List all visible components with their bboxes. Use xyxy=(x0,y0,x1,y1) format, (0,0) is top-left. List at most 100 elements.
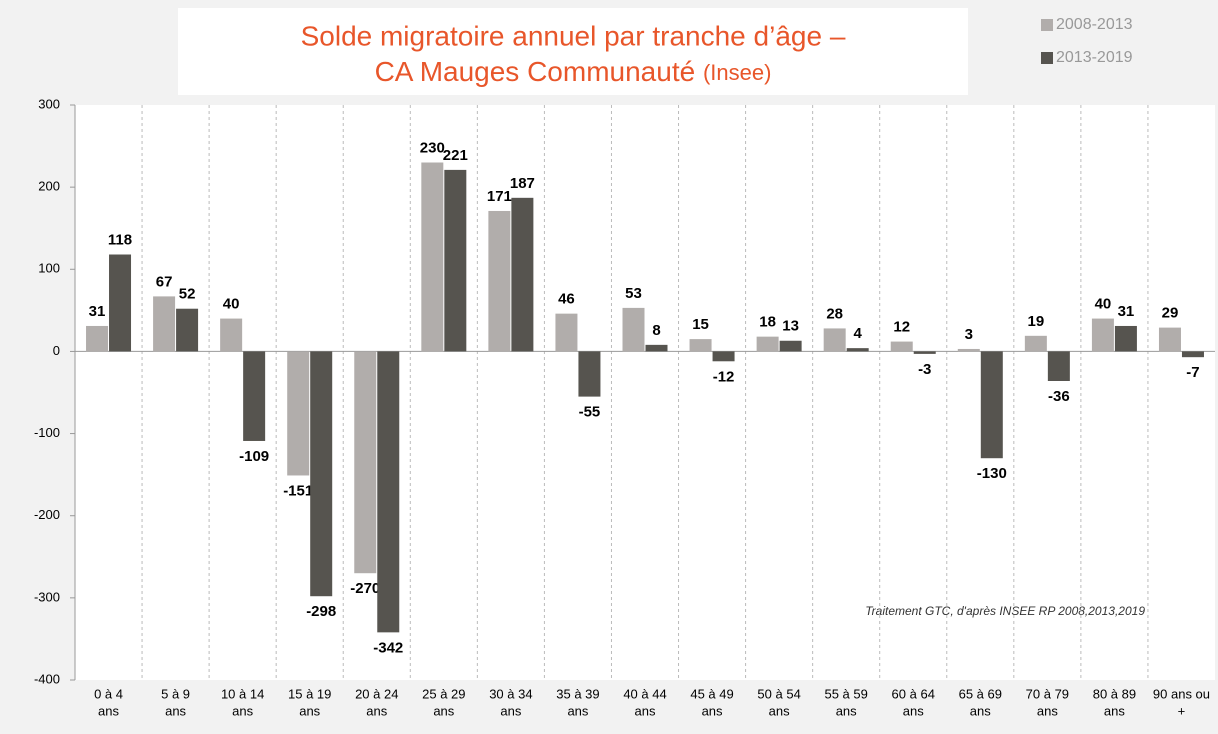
x-tick-label: 25 à 29 xyxy=(422,686,465,701)
x-tick-label: 35 à 39 xyxy=(556,686,599,701)
x-tick-label: ans xyxy=(232,703,253,718)
bar xyxy=(823,328,846,352)
bar xyxy=(176,308,199,352)
y-tick-label: 0 xyxy=(53,343,60,358)
data-label: 40 xyxy=(223,296,240,313)
x-tick-label: ans xyxy=(635,703,656,718)
x-tick-label: ans xyxy=(98,703,119,718)
data-label: 28 xyxy=(826,305,843,322)
bar xyxy=(243,351,266,441)
bar xyxy=(444,169,467,352)
x-tick-label: ans xyxy=(366,703,387,718)
bar xyxy=(1091,318,1114,352)
data-label: 8 xyxy=(652,322,660,339)
bar xyxy=(377,351,400,633)
bar xyxy=(555,313,578,352)
data-label: -12 xyxy=(713,368,735,385)
x-tick-label: 20 à 24 xyxy=(355,686,398,701)
data-label: -55 xyxy=(579,404,601,421)
bar xyxy=(1024,335,1047,352)
data-label: 53 xyxy=(625,285,642,302)
bar xyxy=(712,351,735,362)
x-tick-label: ans xyxy=(903,703,924,718)
x-tick-label: ans xyxy=(836,703,857,718)
legend-label: 2008-2013 xyxy=(1056,16,1133,33)
chart-title: CA Mauges Communauté xyxy=(375,56,696,87)
x-tick-label: ans xyxy=(433,703,454,718)
data-label: 40 xyxy=(1095,296,1112,313)
y-tick-label: -200 xyxy=(34,507,60,522)
data-label: 230 xyxy=(420,139,445,156)
x-tick-label: 30 à 34 xyxy=(489,686,532,701)
x-tick-label: ans xyxy=(299,703,320,718)
bar xyxy=(153,296,176,352)
data-label: -151 xyxy=(283,482,313,499)
bar xyxy=(109,254,132,352)
bar xyxy=(645,344,668,352)
bar xyxy=(980,351,1003,459)
x-tick-label: ans xyxy=(500,703,521,718)
x-tick-label: 80 à 89 xyxy=(1093,686,1136,701)
bar xyxy=(354,351,377,574)
x-tick-label: ans xyxy=(769,703,790,718)
data-label: -270 xyxy=(350,580,380,597)
x-tick-label: 60 à 64 xyxy=(892,686,935,701)
data-label: 187 xyxy=(510,175,535,192)
x-tick-label: 70 à 79 xyxy=(1026,686,1069,701)
data-label: 13 xyxy=(782,318,799,335)
data-label: 19 xyxy=(1028,313,1045,330)
y-tick-label: 100 xyxy=(38,261,60,276)
data-label: 67 xyxy=(156,273,173,290)
data-label: -7 xyxy=(1186,364,1199,381)
chart-title: Solde migratoire annuel par tranche d’âg… xyxy=(301,20,846,51)
x-tick-label: 5 à 9 xyxy=(161,686,190,701)
data-label: 171 xyxy=(487,188,512,205)
y-tick-label: -400 xyxy=(34,671,60,686)
bar xyxy=(846,348,869,352)
x-tick-label: 40 à 44 xyxy=(623,686,666,701)
x-tick-label: 50 à 54 xyxy=(757,686,800,701)
bar xyxy=(287,351,310,476)
x-tick-label: 45 à 49 xyxy=(690,686,733,701)
x-tick-label: ans xyxy=(970,703,991,718)
x-tick-label: ans xyxy=(165,703,186,718)
x-tick-label: 10 à 14 xyxy=(221,686,264,701)
data-label: 118 xyxy=(108,231,132,248)
data-label: 31 xyxy=(89,303,106,320)
data-label: 46 xyxy=(558,291,575,308)
bar xyxy=(689,339,712,352)
data-label: 15 xyxy=(692,316,709,333)
bar xyxy=(421,162,444,352)
title-box xyxy=(178,8,968,95)
y-tick-label: -300 xyxy=(34,589,60,604)
data-label: 221 xyxy=(443,147,468,164)
data-label: 52 xyxy=(179,286,196,303)
bar xyxy=(220,318,243,352)
bar xyxy=(488,210,511,352)
x-tick-label: 90 ans ou xyxy=(1153,686,1210,701)
y-tick-label: 300 xyxy=(38,96,60,111)
bar xyxy=(890,341,913,352)
bar xyxy=(86,325,109,352)
data-label: -36 xyxy=(1048,388,1070,405)
bar xyxy=(578,351,601,397)
x-tick-label: 15 à 19 xyxy=(288,686,331,701)
bar xyxy=(1158,327,1181,352)
x-tick-label: + xyxy=(1178,703,1186,718)
data-label: 4 xyxy=(854,325,863,342)
data-label: 3 xyxy=(965,326,973,343)
x-tick-label: 0 à 4 xyxy=(94,686,123,701)
bar xyxy=(913,351,936,354)
bar xyxy=(511,197,534,352)
data-label: -298 xyxy=(306,603,336,620)
chart-title: CA Mauges Communauté (Insee) xyxy=(375,56,772,87)
data-label: -342 xyxy=(373,639,403,656)
legend-swatch xyxy=(1041,52,1053,64)
x-tick-label: ans xyxy=(1037,703,1058,718)
data-label: 12 xyxy=(893,319,910,336)
legend-label: 2013-2019 xyxy=(1056,49,1133,66)
x-tick-label: 55 à 59 xyxy=(824,686,867,701)
bar xyxy=(1047,351,1070,381)
y-tick-label: -100 xyxy=(34,425,60,440)
